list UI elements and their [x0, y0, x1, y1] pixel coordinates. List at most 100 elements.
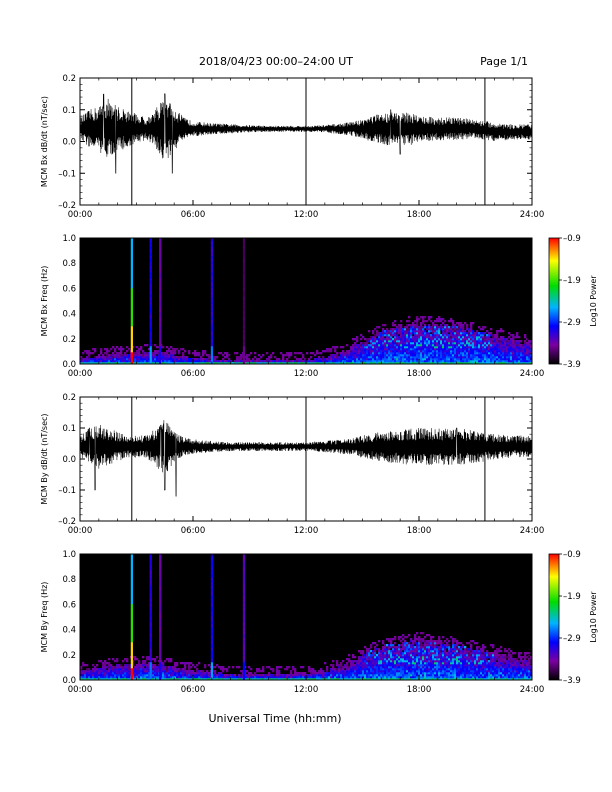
spectrogram-cell	[418, 658, 421, 661]
spectrogram-cell	[450, 342, 453, 345]
spectrogram-cell	[358, 362, 361, 365]
spectrogram-cell	[436, 326, 439, 329]
spectrogram-cell	[100, 678, 103, 681]
spectrogram-cell	[326, 670, 329, 673]
spectrogram-cell	[426, 650, 429, 653]
spectrogram-cell	[172, 350, 175, 353]
spectrogram-cell	[168, 348, 171, 351]
spectrogram-cell	[374, 360, 377, 363]
spectrogram-cell	[496, 330, 499, 333]
spectrogram-cell	[148, 662, 151, 665]
spectrogram-cell	[224, 352, 227, 355]
spectrogram-cell	[228, 678, 231, 681]
spectrogram-cell	[504, 338, 507, 341]
spectrogram-cell	[208, 674, 211, 677]
spectrogram-cell	[374, 654, 377, 657]
spectrogram-cell	[418, 332, 421, 335]
spectrogram-cell	[518, 340, 521, 343]
spectrogram-cell	[406, 344, 409, 347]
spectrogram-cell	[222, 674, 225, 677]
spectrogram-cell	[430, 658, 433, 661]
spectrogram-cell	[484, 358, 487, 361]
spectrogram-streak-cell	[210, 246, 214, 249]
spectrogram-cell	[470, 344, 473, 347]
spectrogram-streak-cell	[210, 336, 214, 339]
spectrogram-cell	[354, 354, 357, 357]
spectrogram-cell	[382, 356, 385, 359]
spectrogram-cell	[414, 350, 417, 353]
spectrogram-cell	[416, 332, 419, 335]
spectrogram-cell	[302, 360, 305, 363]
spectrogram-cell	[512, 344, 515, 347]
spectrogram-cell	[430, 650, 433, 653]
spectrogram-cell	[406, 668, 409, 671]
spectrogram-cell	[336, 346, 339, 349]
spectrogram-cell	[462, 342, 465, 345]
spectrogram-cell	[356, 676, 359, 679]
spectrogram-cell	[304, 678, 307, 681]
spectrogram-cell	[456, 332, 459, 335]
spectrogram-cell	[460, 670, 463, 673]
spectrogram-cell	[366, 660, 369, 663]
spectrogram-streak-cell	[210, 302, 214, 305]
spectrogram-cell	[480, 344, 483, 347]
spectrogram-cell	[432, 348, 435, 351]
spectrogram-cell	[406, 652, 409, 655]
spectrogram-cell	[386, 658, 389, 661]
spectrogram-streak-cell	[159, 256, 162, 259]
spectrogram-cell	[406, 676, 409, 679]
spectrogram-cell	[332, 666, 335, 669]
spectrogram-cell	[368, 676, 371, 679]
spectrogram-cell	[452, 678, 455, 681]
colorbar-tick-label: –1.9	[563, 276, 581, 286]
spectrogram-cell	[462, 668, 465, 671]
spectrogram-cell	[440, 360, 443, 363]
spectrogram-cell	[390, 344, 393, 347]
spectrogram-cell	[378, 354, 381, 357]
spectrogram-cell	[402, 344, 405, 347]
spectrogram-cell	[496, 334, 499, 337]
spectrogram-cell	[340, 676, 343, 679]
spectrogram-cell	[378, 672, 381, 675]
spectrogram-cell	[444, 656, 447, 659]
spectrogram-cell	[278, 666, 281, 669]
spectrogram-cell	[424, 340, 427, 343]
spectrogram-cell	[464, 338, 467, 341]
spectrogram-cell	[448, 662, 451, 665]
spectrogram-cell	[282, 678, 285, 681]
spectrogram-cell	[508, 358, 511, 361]
spectrogram-cell	[100, 668, 103, 671]
spectrogram-cell	[428, 654, 431, 657]
spectrogram-streak-cell	[149, 346, 152, 349]
spectrogram-cell	[420, 334, 423, 337]
spectrogram-streak-cell	[242, 262, 246, 265]
spectrogram-cell	[128, 666, 131, 669]
spectrogram-cell	[390, 656, 393, 659]
spectrogram-cell	[370, 356, 373, 359]
spectrogram-cell	[388, 362, 391, 365]
spectrogram-cell	[526, 354, 529, 357]
spectrogram-cell	[434, 662, 437, 665]
spectrogram-cell	[100, 672, 103, 675]
spectrogram-cell	[448, 354, 451, 357]
spectrogram-cell	[440, 324, 443, 327]
spectrogram-cell	[126, 360, 129, 363]
spectrogram-cell	[152, 672, 155, 675]
spectrogram-cell	[366, 356, 369, 359]
spectrogram-streak-cell	[130, 358, 133, 361]
spectrogram-cell	[410, 644, 413, 647]
spectrogram-cell	[408, 328, 411, 331]
spectrogram-cell	[378, 668, 381, 671]
spectrogram-cell	[196, 362, 199, 365]
spectrogram-cell	[416, 666, 419, 669]
spectrogram-cell	[452, 360, 455, 363]
spectrogram-cell	[228, 358, 231, 361]
spectrogram-cell	[422, 328, 425, 331]
spectrogram-cell	[424, 646, 427, 649]
spectrogram-cell	[306, 678, 309, 681]
spectrogram-cell	[122, 358, 125, 361]
spectrogram-cell	[384, 330, 387, 333]
spectrogram-cell	[314, 678, 317, 681]
spectrogram-cell	[134, 360, 137, 363]
spectrogram-cell	[168, 668, 171, 671]
